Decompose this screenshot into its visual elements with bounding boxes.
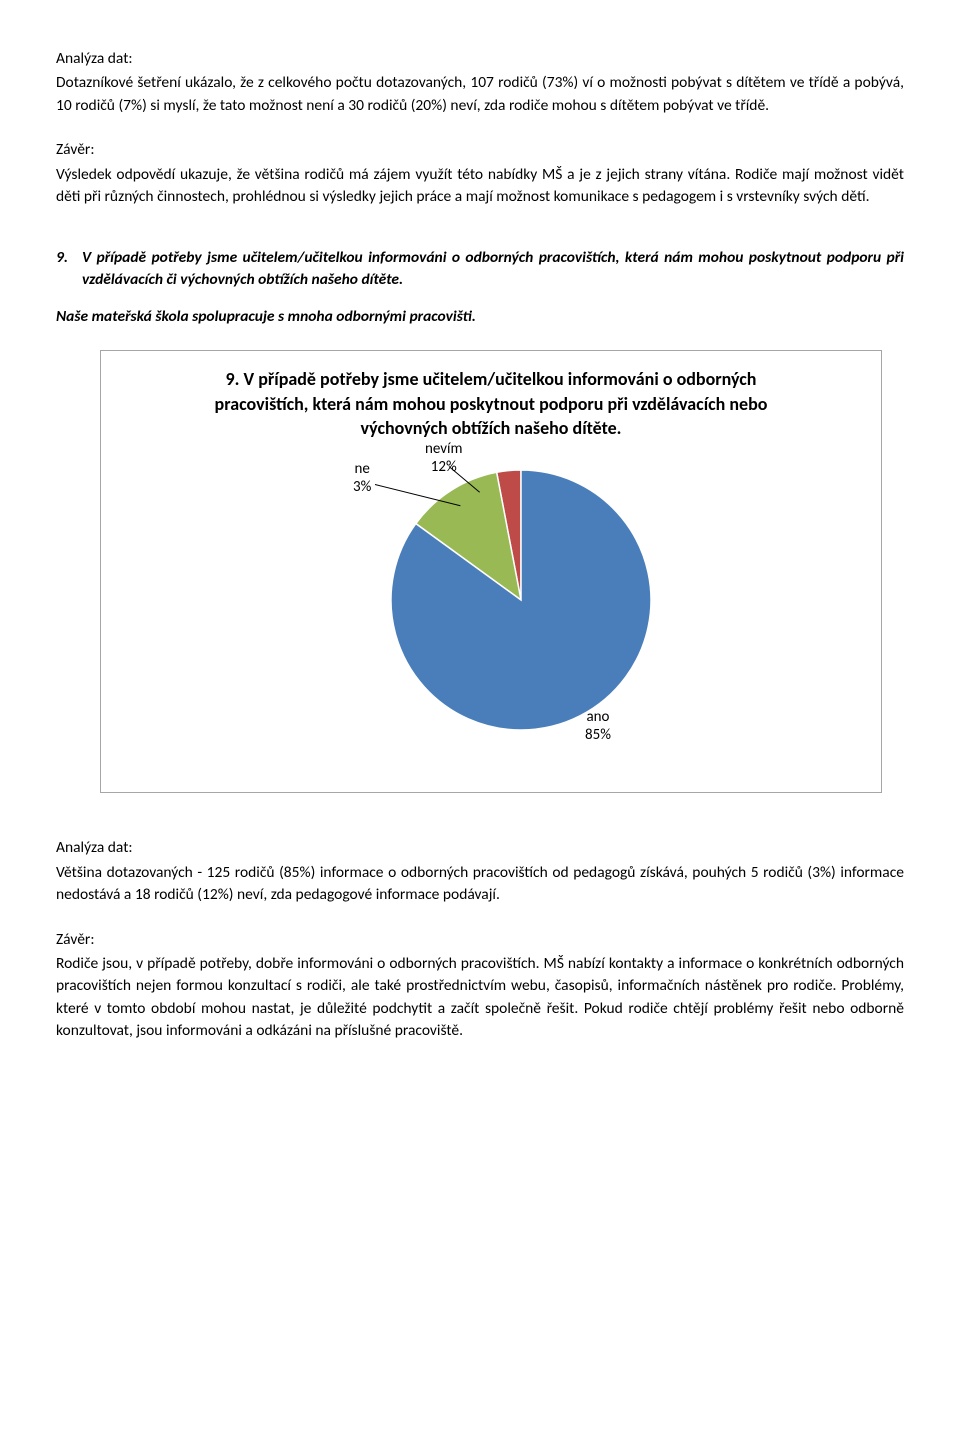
chart-title: 9. V případě potřeby jsme učitelem/učite… [211,367,771,440]
conclusion-2: Závěr: Rodiče jsou, v případě potřeby, d… [56,929,904,1043]
pie-label-ne-pct: 3% [353,478,371,496]
pie-label-nevim: nevím 12% [425,440,462,476]
pie-chart: nevím 12% ne 3% ano 85% [211,448,771,768]
analysis-1-heading: Analýza dat: [56,48,904,70]
analysis-2-body: Většina dotazovaných - 125 rodičů (85%) … [56,862,904,907]
conclusion-1-body: Výsledek odpovědí ukazuje, že většina ro… [56,164,904,209]
analysis-1-body: Dotazníkové šetření ukázalo, že z celkov… [56,72,904,117]
conclusion-1-heading: Závěr: [56,139,904,161]
analysis-2-heading: Analýza dat: [56,837,904,859]
pie-label-ne-text: ne [353,460,371,478]
pie-label-ne: ne 3% [353,460,371,496]
pie-label-ano-pct: 85% [585,726,611,744]
pie-svg [391,470,651,730]
conclusion-1: Závěr: Výsledek odpovědí ukazuje, že vět… [56,139,904,208]
question-9-number: 9. [56,247,68,269]
question-9-subtext: Naše mateřská škola spolupracuje s mnoha… [56,306,904,328]
analysis-2: Analýza dat: Většina dotazovaných - 125 … [56,837,904,906]
analysis-1: Analýza dat: Dotazníkové šetření ukázalo… [56,48,904,117]
pie-label-nevim-text: nevím [425,440,462,458]
question-9-text: V případě potřeby jsme učitelem/učitelko… [82,247,904,292]
pie-label-ano: ano 85% [585,708,611,744]
conclusion-2-heading: Závěr: [56,929,904,951]
question-9: 9. V případě potřeby jsme učitelem/učite… [56,247,904,328]
conclusion-2-body: Rodiče jsou, v případě potřeby, dobře in… [56,953,904,1043]
chart-container: 9. V případě potřeby jsme učitelem/učite… [100,350,882,793]
pie-label-ano-text: ano [585,708,611,726]
